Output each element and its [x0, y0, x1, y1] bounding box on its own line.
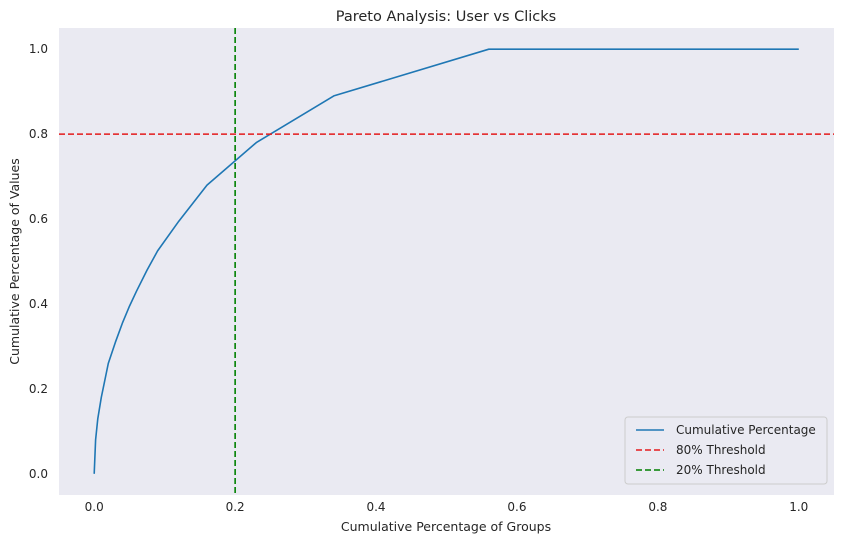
x-tick-label: 0.8 [648, 500, 667, 514]
legend: Cumulative Percentage 80% Threshold 20% Th… [624, 416, 828, 485]
x-axis-ticks: 0.0 0.2 0.4 0.6 0.8 1.0 [85, 500, 809, 514]
chart-title: Pareto Analysis: User vs Clicks [336, 9, 556, 25]
legend-item-20-threshold-label: 20% Threshold [676, 463, 766, 477]
x-tick-label: 0.4 [366, 500, 385, 514]
y-tick-label: 0.4 [29, 297, 48, 311]
x-tick-label: 1.0 [789, 500, 808, 514]
y-axis-label: Cumulative Percentage of Values [7, 158, 22, 364]
legend-item-80-threshold-label: 80% Threshold [676, 443, 766, 457]
x-tick-label: 0.2 [226, 500, 245, 514]
x-tick-label: 0.0 [85, 500, 104, 514]
x-tick-label: 0.6 [507, 500, 526, 514]
y-tick-label: 1.0 [29, 42, 48, 56]
series-layer [59, 28, 834, 495]
y-tick-label: 0.0 [29, 467, 48, 481]
y-tick-label: 0.2 [29, 382, 48, 396]
x-axis-label: Cumulative Percentage of Groups [341, 519, 551, 534]
legend-box [624, 416, 828, 485]
y-tick-label: 0.6 [29, 212, 48, 226]
y-axis-ticks: 0.0 0.2 0.4 0.6 0.8 1.0 [29, 42, 48, 481]
y-tick-label: 0.8 [29, 127, 48, 141]
legend-item-cumulative-label: Cumulative Percentage [676, 423, 816, 437]
